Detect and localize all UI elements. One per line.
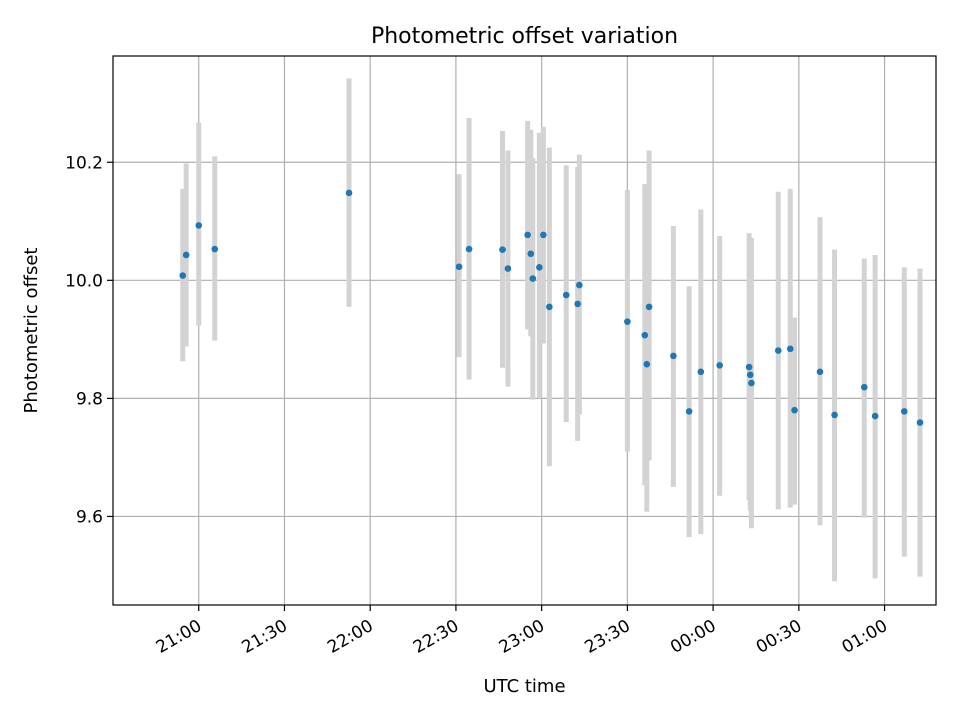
- data-point: [670, 352, 677, 360]
- data-point: [540, 231, 547, 239]
- data-point: [786, 345, 794, 353]
- data-point: [746, 371, 754, 379]
- x-axis-label: UTC time: [483, 676, 565, 697]
- data-point: [916, 419, 924, 426]
- data-point: [562, 291, 570, 299]
- data-point: [574, 300, 581, 308]
- y-tick-label: 10.0: [65, 271, 103, 291]
- y-axis-ticks: 9.6 9.8 10.0 10.2: [65, 153, 113, 527]
- data-point: [791, 406, 798, 414]
- y-axis-label: Photometric offset: [21, 248, 42, 414]
- data-point: [527, 250, 535, 258]
- data-point: [641, 331, 649, 339]
- data-point: [645, 303, 653, 311]
- data-point: [179, 272, 187, 279]
- data-point: [816, 368, 824, 376]
- data-point: [697, 368, 705, 376]
- data-point: [211, 245, 219, 253]
- point-layer: [179, 189, 924, 426]
- data-point: [685, 408, 693, 415]
- data-point: [524, 231, 531, 239]
- data-point: [716, 362, 723, 369]
- data-point: [504, 265, 512, 272]
- data-point: [182, 251, 190, 259]
- data-point: [860, 383, 868, 391]
- data-point: [900, 408, 908, 415]
- data-point: [748, 379, 755, 387]
- data-point: [643, 360, 651, 368]
- data-point: [774, 347, 782, 354]
- data-point: [499, 246, 506, 253]
- data-point: [831, 411, 838, 419]
- data-point: [624, 318, 631, 325]
- data-point: [536, 264, 543, 271]
- data-point: [745, 363, 753, 371]
- y-tick-label: 9.8: [76, 389, 103, 409]
- plot-frame: [112, 55, 937, 606]
- data-point: [345, 189, 353, 197]
- chart-title: Photometric offset variation: [371, 24, 678, 49]
- data-point: [465, 245, 473, 253]
- data-point: [195, 222, 203, 229]
- data-point: [871, 412, 879, 420]
- y-tick-label: 10.2: [65, 153, 103, 173]
- data-point: [546, 303, 553, 311]
- data-point: [529, 275, 537, 282]
- data-point: [576, 281, 583, 289]
- y-tick-label: 9.6: [76, 507, 103, 527]
- data-point: [455, 263, 463, 271]
